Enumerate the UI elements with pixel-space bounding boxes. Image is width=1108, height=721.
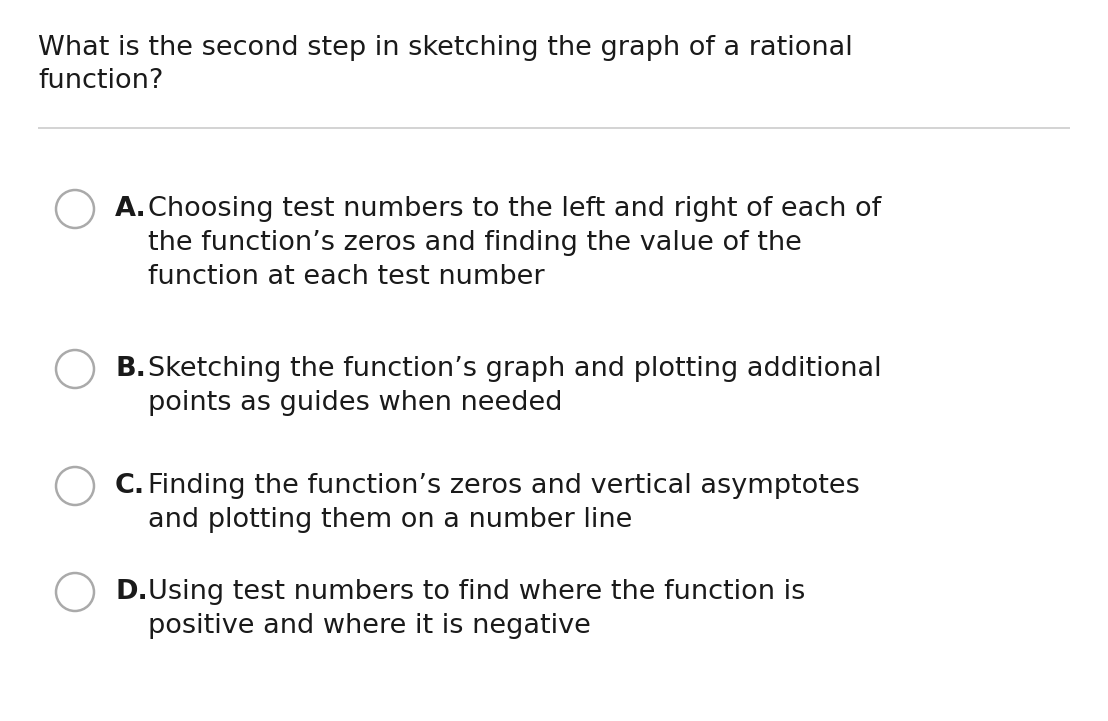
Circle shape	[57, 573, 94, 611]
Circle shape	[57, 190, 94, 228]
Text: A.: A.	[115, 196, 146, 222]
Text: Finding the function’s zeros and vertical asymptotes: Finding the function’s zeros and vertica…	[148, 473, 860, 499]
Text: the function’s zeros and finding the value of the: the function’s zeros and finding the val…	[148, 230, 802, 256]
Text: Using test numbers to find where the function is: Using test numbers to find where the fun…	[148, 579, 806, 605]
Text: C.: C.	[115, 473, 145, 499]
Text: and plotting them on a number line: and plotting them on a number line	[148, 507, 633, 533]
Text: Sketching the function’s graph and plotting additional: Sketching the function’s graph and plott…	[148, 356, 882, 382]
Circle shape	[57, 467, 94, 505]
Text: function at each test number: function at each test number	[148, 264, 545, 290]
Circle shape	[57, 350, 94, 388]
Text: B.: B.	[115, 356, 146, 382]
Text: Choosing test numbers to the left and right of each of: Choosing test numbers to the left and ri…	[148, 196, 881, 222]
Text: What is the second step in sketching the graph of a rational: What is the second step in sketching the…	[38, 35, 853, 61]
Text: function?: function?	[38, 68, 163, 94]
Text: D.: D.	[115, 579, 147, 605]
Text: positive and where it is negative: positive and where it is negative	[148, 613, 591, 639]
Text: points as guides when needed: points as guides when needed	[148, 390, 563, 416]
